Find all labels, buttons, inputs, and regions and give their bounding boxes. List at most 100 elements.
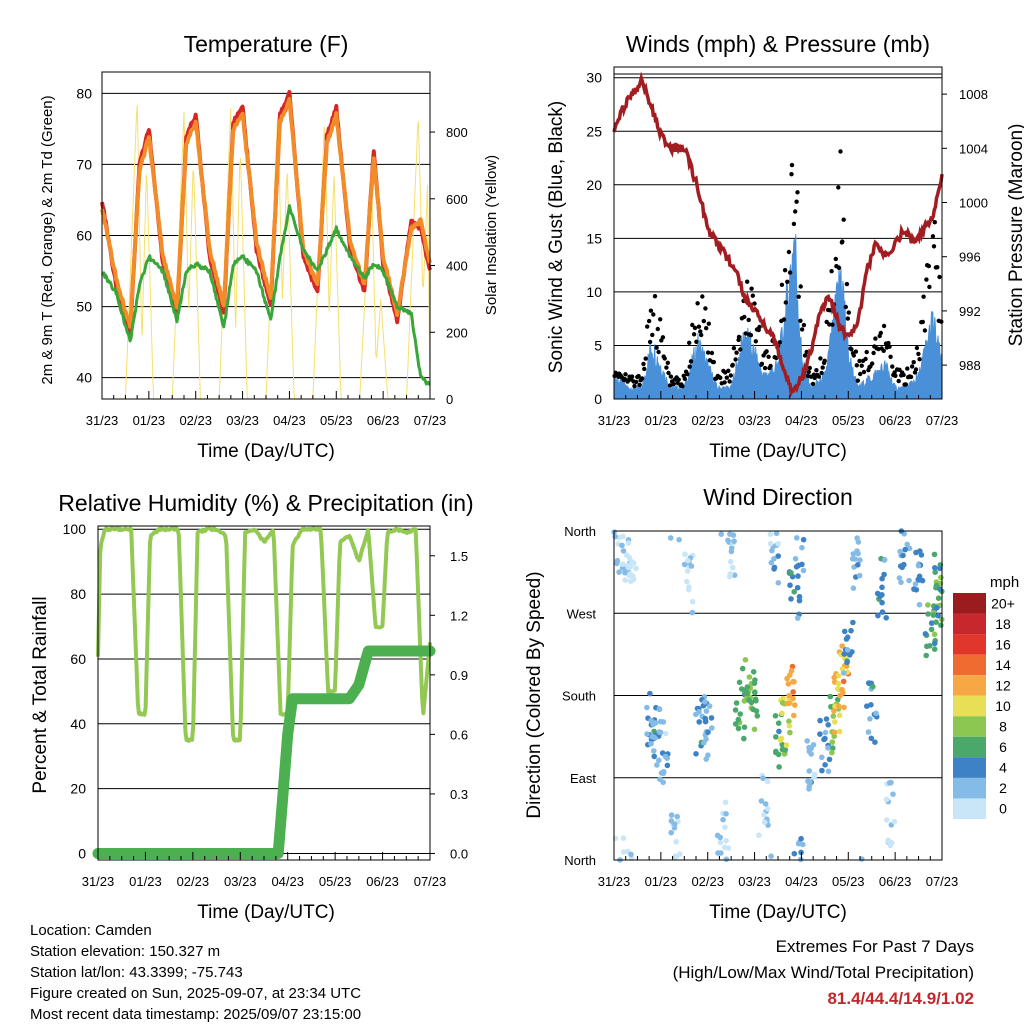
gust-point	[643, 356, 648, 361]
y2-tick-label: 988	[959, 358, 981, 373]
direction-point	[685, 557, 691, 564]
colorbar-label: 18	[995, 616, 1011, 632]
gust-point	[878, 330, 883, 336]
gust-point	[870, 361, 875, 366]
direction-point	[931, 646, 938, 652]
direction-point	[850, 619, 856, 626]
direction-point	[844, 634, 851, 640]
direction-point	[773, 734, 779, 740]
direction-point	[693, 751, 699, 757]
gust-point	[698, 329, 703, 334]
humidity-x-axis-label: Time (Day/UTC)	[197, 902, 335, 923]
gust-point	[660, 335, 666, 340]
direction-point	[823, 716, 830, 722]
direction-point	[744, 684, 751, 690]
y2-tick-label: 0	[446, 392, 453, 407]
direction-point	[752, 677, 758, 683]
direction-point	[798, 835, 804, 842]
direction-point	[855, 562, 861, 568]
gust-point	[629, 374, 635, 379]
direction-point	[725, 845, 732, 851]
x-tick-label: 31/23	[86, 413, 119, 428]
direction-title: Wind Direction	[703, 484, 853, 510]
gust-point	[845, 316, 850, 321]
gust-point	[634, 379, 639, 385]
direction-point	[879, 584, 885, 591]
direction-point	[826, 756, 833, 763]
gust-point	[789, 172, 794, 177]
gust-point	[896, 378, 901, 384]
direction-point	[739, 665, 746, 672]
x-tick-label: 05/23	[320, 413, 353, 428]
y-tick-label: 30	[586, 70, 602, 86]
colorbar-label: 4	[999, 760, 1007, 776]
direction-point	[900, 552, 906, 559]
colorbar-swatch	[953, 613, 986, 635]
direction-point	[916, 601, 923, 608]
direction-point	[788, 570, 794, 576]
direction-point	[879, 609, 886, 615]
direction-point	[656, 706, 663, 712]
direction-point	[625, 540, 632, 546]
direction-point	[924, 643, 930, 650]
direction-point	[785, 681, 792, 687]
y-tick-label: 5	[594, 337, 602, 353]
gust-point	[764, 349, 769, 354]
direction-point	[612, 835, 619, 842]
direction-point	[660, 779, 666, 786]
gust-point	[798, 284, 803, 289]
direction-point	[800, 536, 807, 543]
direction-point	[741, 735, 747, 742]
gust-point	[909, 364, 915, 369]
direction-point	[620, 548, 627, 554]
x-tick-label: 07/23	[926, 413, 959, 428]
gust-point	[908, 374, 914, 380]
direction-point	[620, 561, 626, 567]
direction-point	[718, 531, 724, 537]
direction-point	[885, 837, 892, 843]
direction-x-tick-labels: 31/23 01/23 02/23 03/23 04/23 05/23 06/23 07/23	[598, 852, 958, 889]
direction-point	[925, 602, 931, 608]
gust-point	[791, 221, 797, 227]
direction-point	[937, 565, 943, 572]
direction-point	[773, 749, 779, 756]
gust-point	[722, 380, 727, 385]
direction-point	[736, 679, 743, 686]
direction-point	[799, 544, 805, 551]
direction-point	[916, 573, 923, 580]
direction-point	[898, 579, 904, 586]
direction-point	[753, 708, 760, 714]
direction-point	[931, 551, 938, 558]
direction-point	[768, 853, 774, 859]
gust-point	[671, 382, 676, 387]
direction-point	[867, 716, 873, 722]
direction-y-tick-labels: North East South West North	[562, 524, 596, 868]
direction-point	[872, 739, 878, 745]
direction-point	[933, 619, 939, 625]
direction-point	[706, 703, 713, 709]
gust-point	[873, 336, 878, 341]
direction-point	[825, 768, 832, 775]
direction-point	[899, 564, 905, 571]
gust-point	[777, 340, 782, 345]
gust-point	[890, 364, 895, 369]
gust-point	[641, 361, 646, 367]
gust-point	[687, 364, 692, 369]
direction-point	[779, 741, 785, 748]
direction-point	[836, 728, 843, 735]
temperature-title: Temperature (F)	[184, 31, 349, 57]
direction-point	[732, 707, 739, 713]
gust-point	[849, 347, 854, 352]
gust-point	[927, 284, 932, 290]
y-tick-label: West	[567, 606, 597, 621]
gust-point	[757, 324, 762, 330]
direction-point	[804, 738, 810, 744]
direction-point	[775, 720, 782, 726]
direction-point	[857, 557, 863, 563]
direction-point	[746, 674, 753, 680]
gust-point	[750, 293, 755, 298]
direction-point	[761, 812, 767, 818]
direction-point	[868, 735, 875, 742]
precip-line	[92, 645, 436, 859]
colorbar-label: 12	[995, 677, 1011, 693]
